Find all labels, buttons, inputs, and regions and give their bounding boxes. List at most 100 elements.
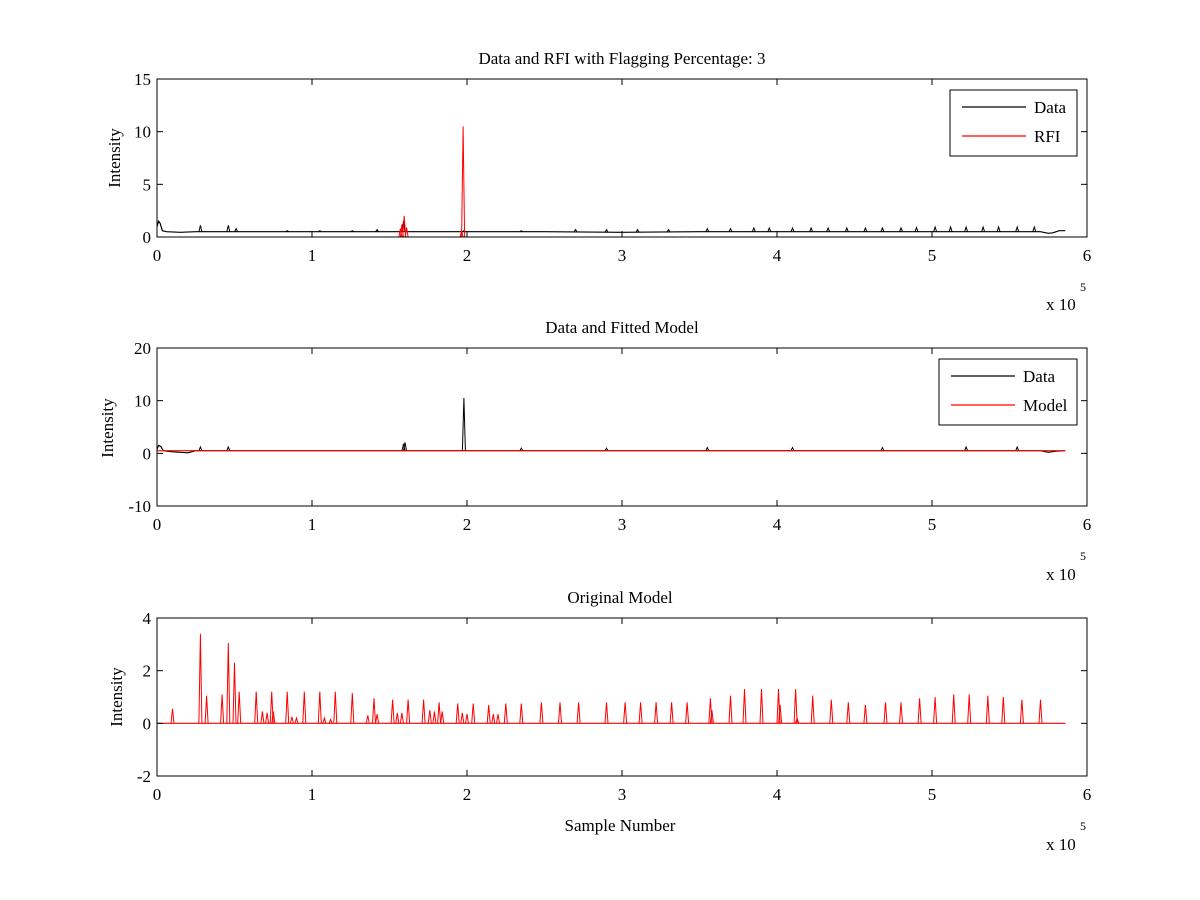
panel-1-x-tick-label: 1 (308, 246, 317, 265)
panel-1-series-data-spike (826, 226, 831, 232)
panel-1-series-data-spike (1032, 225, 1037, 232)
panel-1-series-rfi-spike (404, 227, 409, 238)
panel-2-y-tick-label: 0 (143, 444, 152, 463)
panel-3-series-model-0-spike (350, 692, 355, 724)
panel-3-series-model-0-spike (471, 703, 476, 724)
panel-3-series-model-0-spike (967, 694, 972, 724)
panel-1-series-data-spike (285, 230, 289, 233)
panel-1-legend-label: Data (1034, 98, 1067, 117)
panel-3-series-model-0-spike (759, 689, 764, 724)
panel-3-series-model-0-spike (604, 702, 609, 724)
panel-3-series-model-0-spike (317, 691, 322, 724)
panel-3-x-multiplier-exponent: 5 (1080, 819, 1086, 833)
panel-3-series-model-0-spike (289, 716, 294, 724)
panel-1-series-data-spike (604, 228, 609, 233)
panel-2-y-tick-label: -10 (128, 497, 151, 516)
panel-1-series-data-spike (573, 228, 578, 233)
panel-3-series-model-0-spike (237, 691, 242, 724)
panel-1-series-data-spike (728, 227, 733, 232)
panel-1-series-data-spike (751, 226, 756, 232)
panel-2-x-tick-label: 4 (773, 515, 782, 534)
panel-3-series-model-0-spike (883, 702, 888, 724)
panel-2: Data and Fitted Model Intensity 0 1 2 3 4 5 6 -… (98, 318, 1091, 584)
panel-3-series-model-0-spike (863, 704, 868, 724)
panel-2-x-tick-label: 2 (463, 515, 472, 534)
panel-2-x-tick-label: 1 (308, 515, 317, 534)
panel-1-series-data-spike (933, 225, 938, 232)
panel-3-series-model-0-spike (399, 712, 404, 724)
panel-2-legend-label: Data (1023, 367, 1056, 386)
panel-3-y-tick-label: -2 (137, 767, 151, 786)
panel-3-y-tick-label: 2 (143, 662, 152, 681)
panel-3-series-model-0-spike (685, 702, 690, 724)
panel-3-series-model-0-spike (271, 711, 276, 724)
panel-2-plot-area (156, 397, 1066, 454)
panel-3-series-model-0-spike (917, 698, 922, 724)
panel-3-series-model-0-spike (455, 703, 460, 724)
panel-3-series-model-0-spike (985, 695, 990, 724)
panel-3-x-tick-label: 2 (463, 785, 472, 804)
panel-2-title: Data and Fitted Model (545, 318, 699, 337)
panel-1-series-data-spike (914, 226, 919, 232)
panel-3-series-model-0-spike (503, 703, 508, 724)
panel-1-y-tick-label: 10 (134, 123, 151, 142)
panel-3-series-model-0-spike (285, 691, 290, 724)
panel-1-x-tick-label: 3 (618, 246, 627, 265)
panel-1-series-data-spike (844, 226, 849, 232)
panel-3-series-model-0-spike (793, 689, 798, 724)
panel-1-series-rfi-spike (461, 126, 466, 238)
panel-3-series-model-0-spike (421, 699, 426, 724)
panel-3-x-tick-label: 4 (773, 785, 782, 804)
panel-3-x-tick-label: 6 (1083, 785, 1092, 804)
panel-3-series-model-0-spike (265, 712, 270, 724)
panel-2-x-tick-label: 5 (928, 515, 937, 534)
panel-1-series-data-spike (1015, 225, 1020, 232)
panel-2-y-tick-label: 10 (134, 392, 151, 411)
panel-3-series-model-0-spike (1001, 696, 1006, 724)
panel-1-axes: 0 1 2 3 4 5 6 0 5 10 15 (134, 70, 1091, 265)
panel-1-y-tick-label: 15 (134, 70, 151, 89)
panel-1-x-multiplier-exponent: 5 (1080, 280, 1086, 294)
panel-1-legend-label: RFI (1034, 127, 1061, 146)
panel-1-y-tick-label: 5 (143, 175, 152, 194)
panel-3-series-model-0-spike (260, 711, 265, 724)
panel-2-series-data-spike (880, 446, 885, 451)
panel-1-series-data-spike (375, 228, 380, 232)
panel-3-x-multiplier: x 10 (1046, 835, 1076, 854)
panel-2-series-data-spike (964, 445, 969, 451)
panel-1-series-rfi (398, 126, 466, 238)
panel-3-x-tick-label: 1 (308, 785, 317, 804)
panel-1-series-data-spike (790, 226, 795, 232)
panel-3-series-model-0-spike (638, 702, 643, 724)
panel-1-series-data-spike (666, 228, 671, 233)
panel-1-series-data-spike (635, 228, 640, 233)
panel-3-series-model-0-spike (333, 691, 338, 724)
panel-1-series-data-line (156, 219, 1066, 234)
panel-1-series-data-spike (519, 230, 524, 233)
panel-3-series-model-0-spike (654, 702, 659, 724)
panel-3-series-model-0-spike (933, 696, 938, 724)
panel-3-series-model-0-spike (539, 702, 544, 724)
panel-1-x-multiplier: x 10 (1046, 295, 1076, 314)
panel-3-xlabel: Sample Number (565, 816, 676, 835)
panel-3-series-model-0-spike (395, 712, 400, 724)
panel-3-series-model-0-spike (519, 703, 524, 724)
panel-3-series-model-0-spike (254, 691, 259, 724)
panel-3-series-model-0-spike (728, 695, 733, 724)
panel-3-series-model-0-spike (795, 716, 800, 724)
panel-3-title: Original Model (567, 588, 673, 607)
panel-3-series-model-0-spike (437, 702, 442, 724)
panel-1-series-data-spike (318, 230, 322, 233)
panel-3-series-model-0-spike (372, 698, 376, 724)
panel-3-series-model-0-spike (220, 694, 225, 724)
panel-3-series-model-0-spike (204, 695, 209, 724)
panel-3-series-model-0-spike (1019, 699, 1024, 724)
panel-3-series-model-0-spike (294, 716, 299, 724)
panel-1-series-data-spike (964, 225, 969, 232)
panel-1-y-tick-label: 0 (143, 228, 152, 247)
panel-1-series-data-spike (880, 226, 885, 232)
panel-1-series-data-spike (226, 225, 231, 232)
panel-3-series-model-0-spike (810, 695, 815, 724)
